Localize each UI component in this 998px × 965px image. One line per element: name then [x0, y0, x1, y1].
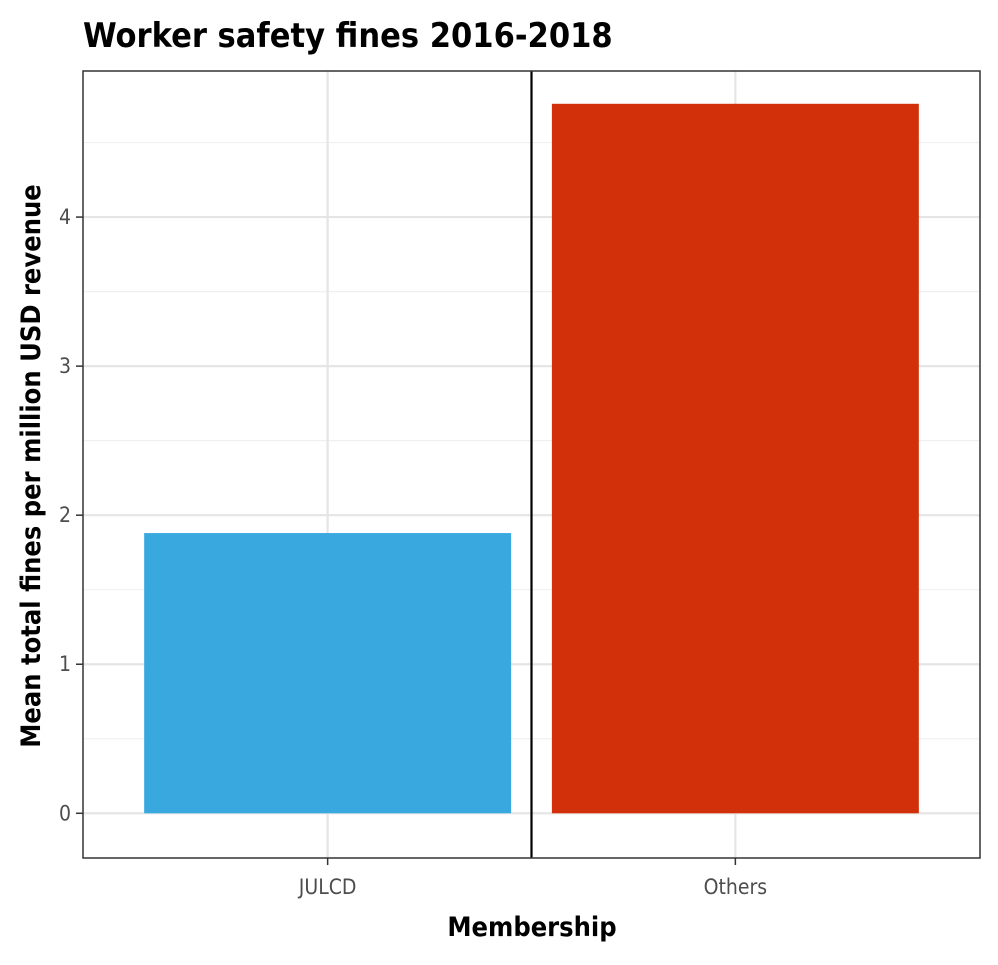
x-tick-label: Others [704, 875, 767, 899]
y-tick-label: 1 [59, 652, 71, 676]
y-tick-label: 2 [59, 503, 71, 527]
y-tick-label: 0 [59, 801, 71, 825]
bar-julcd [144, 533, 512, 814]
y-tick-label: 4 [59, 205, 71, 229]
y-tick-label: 3 [59, 354, 71, 378]
plot-area: 0 1 2 3 4 JULCD Others [59, 70, 981, 899]
x-tick-label: JULCD [298, 875, 357, 899]
bar-others [551, 103, 919, 814]
y-axis-title: Mean total fines per million USD revenue [16, 184, 47, 748]
x-axis-title: Membership [447, 912, 616, 943]
panel-border [82, 70, 981, 859]
chart-title: Worker safety fines 2016-2018 [83, 16, 613, 56]
